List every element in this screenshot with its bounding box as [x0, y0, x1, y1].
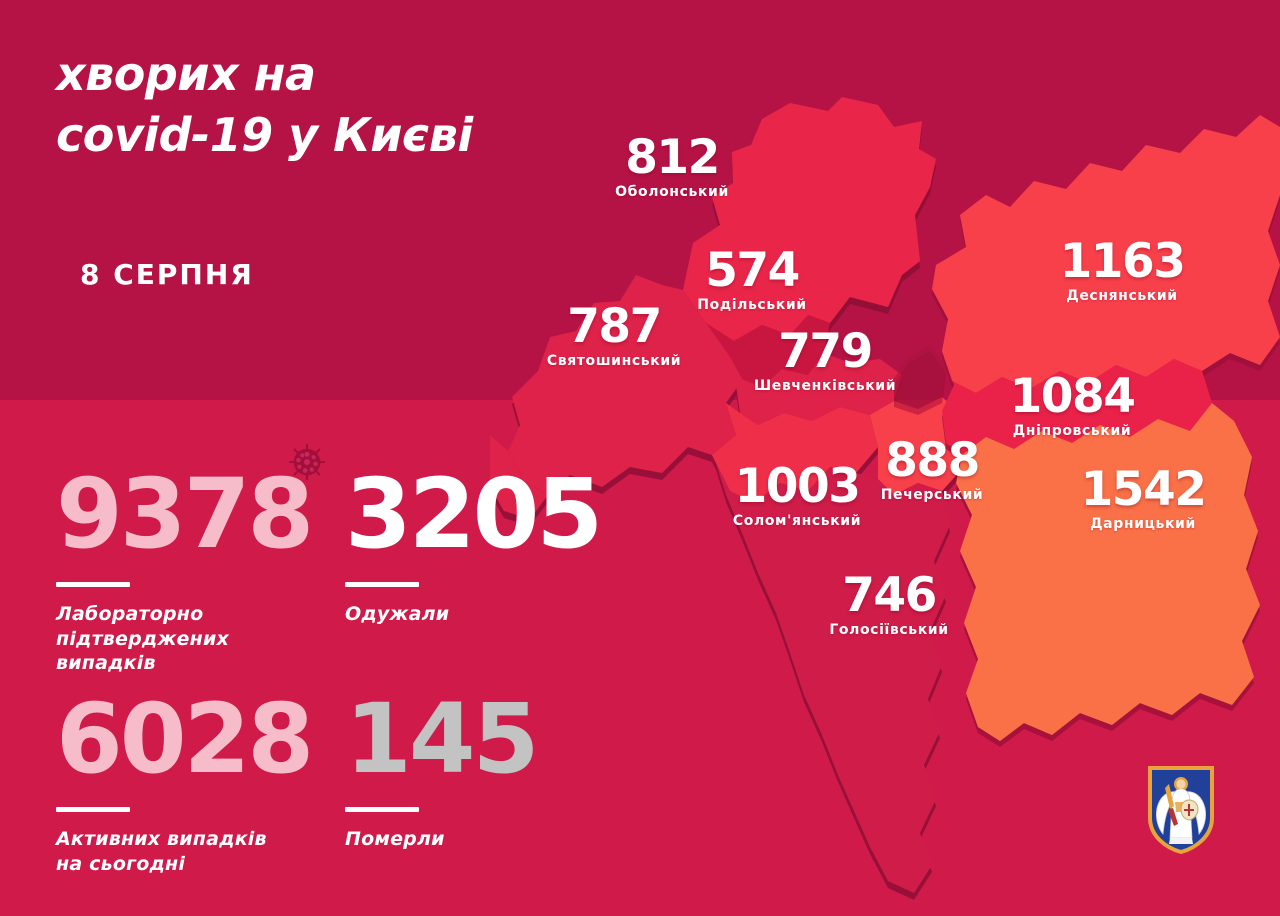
title-line-1: хворих на — [56, 47, 316, 101]
district-shape-sviatoshynskyi-west — [490, 435, 548, 519]
stat-confirmed-label: Лабораторно підтверджених випадків — [56, 603, 229, 674]
stat-recovered-label: Одужали — [345, 603, 450, 626]
district-shape-desnianskyi — [932, 115, 1280, 393]
district-shape-solomianskyi — [712, 403, 878, 503]
stat-recovered-value: 3205 — [345, 458, 603, 570]
stat-deaths: 145 Померли — [345, 683, 539, 852]
district-shape-podilskyi — [706, 315, 830, 387]
coronavirus-icon — [288, 443, 326, 481]
district-shape-darnytskyi — [956, 403, 1260, 741]
stat-recovered-rule — [345, 582, 419, 588]
report-date: 8 СЕРПНЯ — [80, 258, 254, 291]
page-title: хворих на covid-19 у Києві — [56, 44, 676, 165]
district-shape-river-inset — [894, 345, 946, 409]
district-shape-obolonskyi — [683, 97, 936, 341]
stat-confirmed: 9378 Лабораторно підтверджених випадків — [56, 458, 314, 675]
kyiv-districts-map — [490, 75, 1280, 916]
district-shape-dniprovskyi — [942, 351, 1212, 455]
title-line-2: covid-19 у Києві — [56, 107, 473, 162]
stat-confirmed-rule — [56, 582, 130, 588]
district-shape-sviatoshynskyi — [508, 275, 746, 495]
stat-recovered: 3205 Одужали — [345, 458, 603, 627]
stat-active-rule — [56, 807, 130, 813]
stat-active: 6028 Активних випадків на сьогодні — [56, 683, 314, 876]
statistics-panel: 9378 Лабораторно підтверджених випадків … — [0, 430, 603, 916]
stat-deaths-rule — [345, 807, 419, 813]
district-shape-shevchenkivskyi — [730, 353, 902, 425]
district-shape-holosiivskyi — [716, 463, 950, 893]
district-shape-pecherskyi — [870, 397, 960, 495]
kyiv-coat-of-arms-icon — [1148, 766, 1214, 854]
stat-deaths-value: 145 — [345, 683, 539, 795]
stat-active-value: 6028 — [56, 683, 314, 795]
stat-active-label: Активних випадків на сьогодні — [56, 828, 267, 875]
stat-deaths-label: Померли — [345, 828, 445, 851]
stat-confirmed-value: 9378 — [56, 458, 314, 570]
